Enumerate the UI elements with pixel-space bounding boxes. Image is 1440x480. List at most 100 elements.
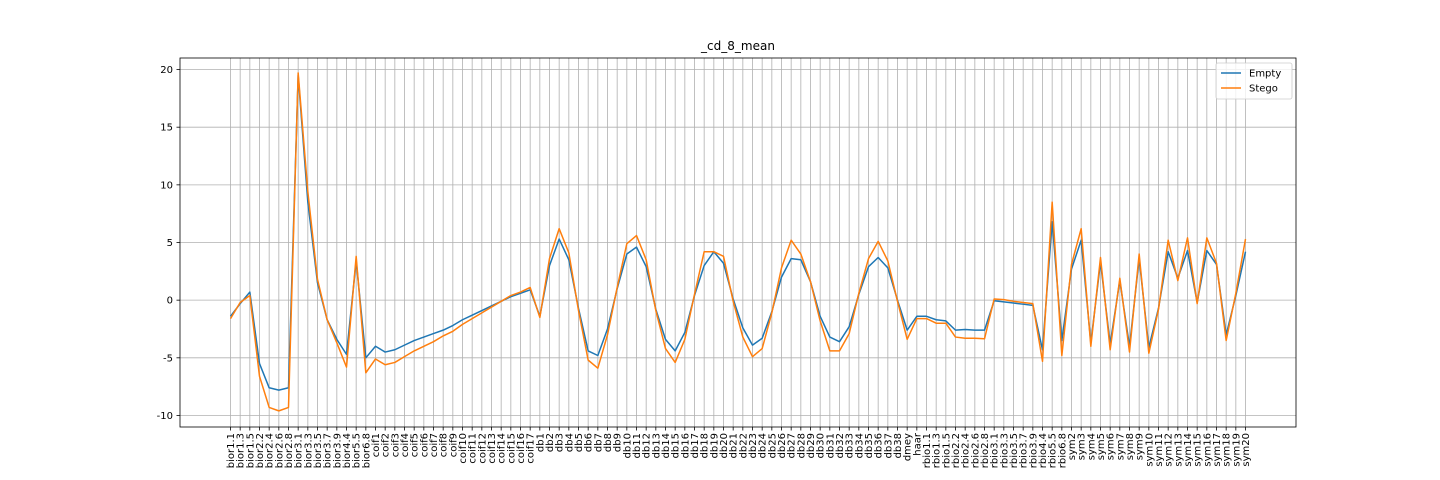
x-tick-label: rbio1.1 <box>922 433 933 468</box>
x-tick-label: rbio1.5 <box>941 433 952 468</box>
x-tick-label: db37 <box>883 433 894 458</box>
x-tick-label: sym2 <box>1067 433 1078 460</box>
x-tick-label: coif14 <box>497 433 508 464</box>
x-tick-label: coif6 <box>419 433 430 457</box>
legend-box <box>1215 62 1293 100</box>
x-tick-label: db35 <box>864 433 875 458</box>
x-tick-label: db10 <box>622 433 633 458</box>
x-tick-label: coif7 <box>429 433 440 457</box>
x-tick-label: sym16 <box>1202 433 1213 467</box>
x-tick-label: sym14 <box>1183 433 1194 467</box>
x-tick-label: bior5.5 <box>352 433 363 468</box>
x-tick-label: coif13 <box>487 433 498 464</box>
x-tick-label: db7 <box>593 433 604 452</box>
x-tick-label: db19 <box>709 433 720 458</box>
x-tick-label: sym19 <box>1231 433 1242 467</box>
x-tick-label: rbio2.4 <box>961 433 972 468</box>
x-tick-label: db20 <box>719 433 730 458</box>
x-tick-label: sym5 <box>1096 433 1107 460</box>
series-line-stego <box>229 72 1247 412</box>
x-tick-label: bior4.4 <box>342 433 353 468</box>
x-tick-label: db36 <box>874 433 885 458</box>
x-tick-label: coif3 <box>390 433 401 457</box>
x-tick-label: db15 <box>671 433 682 458</box>
x-tick-label: coif12 <box>477 433 488 464</box>
legend: Empty Stego <box>1215 62 1293 100</box>
y-tick-label: -10 <box>157 411 173 422</box>
x-tick-label: coif16 <box>516 433 527 464</box>
x-tick-label: sym9 <box>1135 433 1146 460</box>
x-tick-label: bior2.6 <box>274 433 285 468</box>
x-tick-label: sym7 <box>1115 433 1126 460</box>
x-tick-label: db2 <box>545 433 556 452</box>
x-tick-label: db29 <box>806 433 817 458</box>
x-tick-label: db28 <box>796 433 807 458</box>
x-tick-label: db9 <box>613 433 624 452</box>
x-tick-label: bior1.1 <box>226 433 237 468</box>
chart-title: _cd_8_mean <box>700 39 775 53</box>
x-tick-label: rbio2.2 <box>951 433 962 468</box>
x-tick-label: bior3.1 <box>294 433 305 468</box>
x-tick-label: db18 <box>700 433 711 458</box>
y-tick-label: 5 <box>167 238 173 249</box>
x-tick-label: rbio4.4 <box>1038 433 1049 468</box>
x-tick-label: db23 <box>748 433 759 458</box>
x-tick-label: db16 <box>680 433 691 458</box>
x-tick-label: coif9 <box>448 433 459 457</box>
x-tick-label: sym17 <box>1212 433 1223 467</box>
y-axis: -10 -5 0 5 10 15 20 <box>157 65 180 422</box>
x-tick-label: db12 <box>642 433 653 458</box>
x-tick-label: sym3 <box>1077 433 1088 460</box>
x-tick-label: bior3.9 <box>332 433 343 468</box>
x-tick-label: db11 <box>632 433 643 458</box>
x-tick-label: bior2.8 <box>284 433 295 468</box>
x-tick-label: rbio3.3 <box>999 433 1010 468</box>
x-tick-label: db25 <box>767 433 778 458</box>
x-tick-label: bior1.3 <box>236 433 247 468</box>
y-tick-label: 0 <box>167 296 173 307</box>
x-tick-label: coif15 <box>506 433 517 464</box>
x-tick-label: rbio3.9 <box>1028 433 1039 468</box>
y-tick-label: -5 <box>163 353 173 364</box>
x-tick-label: bior3.3 <box>303 433 314 468</box>
legend-label: Stego <box>1249 84 1278 95</box>
x-tick-label: dmey <box>903 433 914 461</box>
x-tick-label: db4 <box>564 433 575 452</box>
x-tick-label: rbio6.8 <box>1057 433 1068 468</box>
x-tick-label: bior3.7 <box>323 433 334 468</box>
y-gridlines <box>180 69 1296 416</box>
x-tick-label: coif2 <box>381 433 392 457</box>
x-tick-label: db22 <box>738 433 749 458</box>
x-tick-label: db33 <box>845 433 856 458</box>
x-tick-label: db31 <box>825 433 836 458</box>
x-tick-label: db27 <box>787 433 798 458</box>
x-tick-label: rbio3.7 <box>1019 433 1030 468</box>
x-tick-label: bior1.5 <box>245 433 256 468</box>
x-tick-label: db34 <box>854 433 865 458</box>
y-tick-label: 20 <box>160 65 173 76</box>
x-tick-label: db32 <box>835 433 846 458</box>
x-tick-label: sym4 <box>1086 433 1097 460</box>
x-tick-label: rbio1.3 <box>932 433 943 468</box>
y-tick-label: 15 <box>160 123 173 134</box>
x-tick-label: bior6.8 <box>361 433 372 468</box>
x-axis: bior1.1bior1.3bior1.5bior2.2bior2.4bior2… <box>226 427 1252 468</box>
x-tick-label: db1 <box>535 433 546 452</box>
x-tick-label: db38 <box>893 433 904 458</box>
x-tick-label: db24 <box>758 433 769 458</box>
x-tick-label: coif1 <box>371 433 382 457</box>
legend-label: Empty <box>1249 69 1281 80</box>
x-tick-label: sym12 <box>1164 433 1175 467</box>
x-tick-label: bior3.5 <box>313 433 324 468</box>
series-layer <box>229 72 1247 412</box>
x-tick-label: sym15 <box>1193 433 1204 467</box>
x-tick-label: coif10 <box>458 433 469 464</box>
x-tick-label: sym10 <box>1144 433 1155 467</box>
x-tick-label: sym18 <box>1222 433 1233 467</box>
x-tick-label: haar <box>912 432 923 456</box>
x-tick-label: db14 <box>661 433 672 458</box>
x-tick-label: db8 <box>603 433 614 452</box>
x-tick-label: db30 <box>816 433 827 458</box>
x-tick-label: sym20 <box>1241 433 1252 467</box>
